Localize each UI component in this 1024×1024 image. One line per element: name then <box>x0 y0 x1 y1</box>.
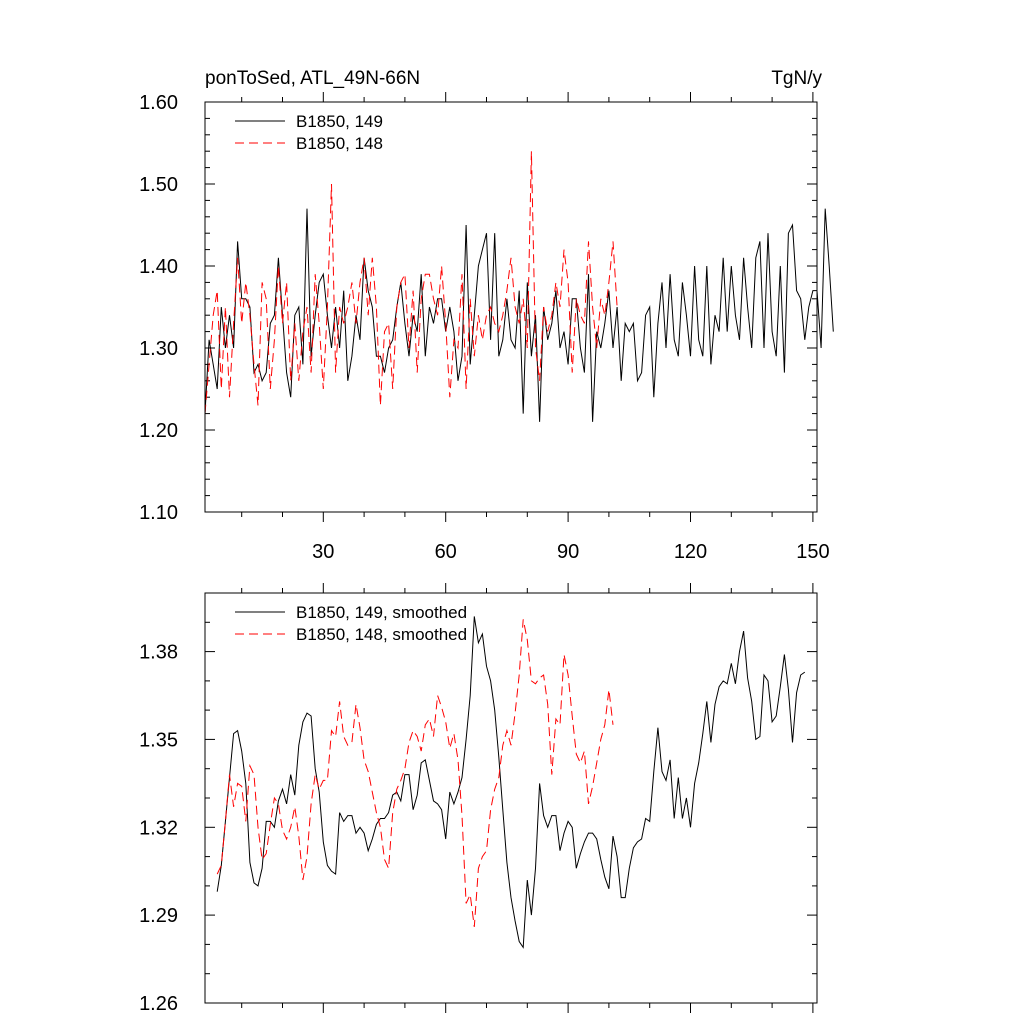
y-tick-label: 1.50 <box>139 174 178 196</box>
legend-label-149-smoothed: B1850, 149, smoothed <box>296 603 467 622</box>
y-tick-label: 1.60 <box>139 92 178 114</box>
series-line-b1850-148 <box>204 151 618 414</box>
y-tick-label: 1.29 <box>139 905 178 927</box>
x-tick-label: 120 <box>674 541 707 563</box>
y-tick-label: 1.35 <box>139 729 178 751</box>
bottom-ticks: 1.26 1.29 1.32 1.35 1.38 <box>139 583 817 1015</box>
x-tick-label: 90 <box>557 541 579 563</box>
x-tick-label: 150 <box>796 541 829 563</box>
x-tick-label: 60 <box>435 541 457 563</box>
y-tick-label: 1.38 <box>139 642 178 664</box>
bottom-legend: B1850, 149, smoothed B1850, 148, smoothe… <box>235 603 467 644</box>
legend-label-148: B1850, 148 <box>296 134 383 153</box>
y-tick-label: 1.30 <box>139 338 178 360</box>
series-line-b1850-148-smoothed <box>216 619 614 927</box>
y-tick-label: 1.20 <box>139 420 178 442</box>
bottom-plot-frame <box>204 592 818 1004</box>
top-ticks: 30 60 90 120 150 1.10 1.20 1.30 1.40 1.50 1.60 <box>139 92 830 563</box>
y-tick-label: 1.10 <box>139 502 178 524</box>
top-title-right: TgN/y <box>771 68 822 89</box>
x-tick-label: 30 <box>312 541 334 563</box>
legend-label-148-smoothed: B1850, 148, smoothed <box>296 625 467 644</box>
top-panel: ponToSed, ATL_49N-66N TgN/y 30 60 90 120 150… <box>139 68 834 563</box>
top-title-left: ponToSed, ATL_49N-66N <box>205 68 420 89</box>
series-line-b1850-149 <box>204 208 834 422</box>
legend-label-149: B1850, 149 <box>296 112 383 131</box>
bottom-panel: 1.26 1.29 1.32 1.35 1.38 B1850, 149, smoothe… <box>139 583 818 1015</box>
y-tick-label: 1.26 <box>139 993 178 1015</box>
top-series <box>204 151 834 422</box>
top-plot-frame <box>204 101 818 513</box>
series-line-b1850-149-smoothed <box>216 616 806 949</box>
y-tick-label: 1.32 <box>139 817 178 839</box>
bottom-series <box>216 616 806 949</box>
top-legend: B1850, 149 B1850, 148 <box>235 112 383 153</box>
y-tick-label: 1.40 <box>139 256 178 278</box>
